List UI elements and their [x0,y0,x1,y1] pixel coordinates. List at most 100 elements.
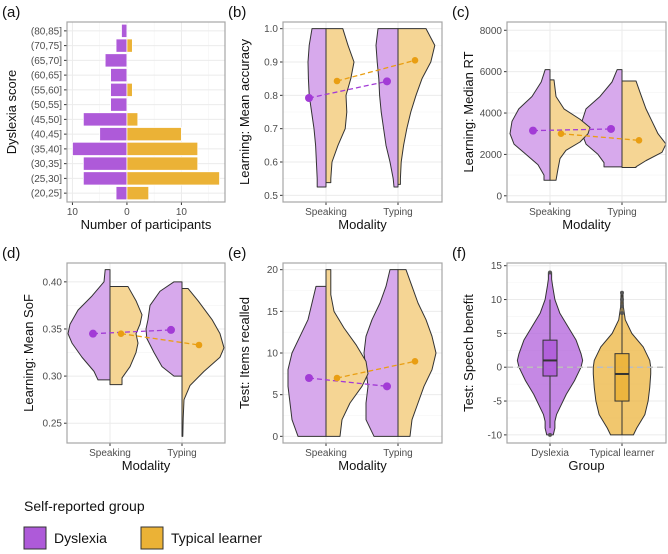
x-tick-label: Speaking [89,448,131,459]
panel-label: (b) [228,4,246,21]
plot-frame [66,262,226,444]
violin-half-dyslexia [375,28,399,188]
violin-half-dyslexia [287,285,327,437]
mean-line-dyslexia [92,329,172,335]
y-tick-label: 0.7 [264,124,278,135]
bar-dyslexia [110,82,128,97]
y-tick-label: (30,35] [31,159,62,170]
outlier-point [548,270,552,275]
x-axis-title: Modality [122,458,171,473]
y-tick-label: 1.0 [264,24,278,35]
violins [67,269,225,437]
x-tick-label: Speaking [529,207,571,218]
bar-typical [126,127,182,142]
violins [307,28,436,188]
x-tick-label: Typing [383,207,412,218]
panel-c: (c) 0 2000 4000 6000 8000 Speaking TypingModali… [452,4,667,232]
bar-dyslexia [121,23,128,38]
x-axis-title: Number of participants [81,217,212,232]
y-tick-label: (50,55] [31,100,62,111]
y-tick-label: 0 [496,363,502,374]
mean-point-dyslexia [167,325,175,334]
plot-frame [66,21,226,203]
bar-dyslexia [115,38,128,53]
outlier-point [620,304,624,309]
bar-typical [126,186,150,201]
y-tick-label: (65,70] [31,56,62,67]
y-axis-title: Dyslexia score [4,70,19,155]
x-tick-label: Dyslexia [531,448,569,459]
violin-half-dyslexia [145,281,183,377]
violin-half-dyslexia [509,69,551,181]
mean-point-typical [635,137,643,144]
y-tick-label: 0.8 [264,91,278,102]
mean-point-dyslexia [305,374,313,382]
panel-label: (a) [2,4,20,21]
mean-line-dyslexia [308,377,388,387]
y-tick-label: 0.5 [264,191,278,202]
mean-point-dyslexia [305,94,313,102]
violin-half-dyslexia [307,28,327,188]
mean-point-typical [195,341,203,349]
legend-key-dyslexia [23,526,47,550]
y-axis-title: Test: Items recalled [237,297,252,409]
y-tick-label: 10 [491,295,503,306]
bar-dyslexia [99,127,128,142]
violin-half-typical [397,28,436,185]
y-tick-label: (20,25] [31,189,62,200]
bar-dyslexia [104,53,128,68]
legend-title: Self-reported group [24,498,145,514]
panel-d: (d) 0.25 0.30 0.35 0.40 Speaking TypingModalit… [2,245,226,473]
panel-b: (b) 0.5 0.6 0.7 0.8 0.9 1.0 Speaking TypingModal… [228,4,443,232]
legend-label-typical: Typical learner [171,530,262,546]
mean-point-dyslexia [529,126,537,135]
bar-dyslexia [110,68,128,83]
y-tick-label: 15 [267,307,279,318]
means [529,124,643,144]
y-tick-label: -5 [493,397,502,408]
violin-half-typical [549,79,591,181]
plot-frame [506,262,667,444]
bars [72,23,220,201]
x-tick-label: Typical learner [589,448,655,459]
y-tick-label: (35,40] [31,144,62,155]
y-tick-label: (55,60] [31,85,62,96]
violin-half-dyslexia [67,269,111,381]
mean-line-typical [560,133,640,141]
boxplots [542,270,630,437]
plot-frame [282,262,443,444]
x-tick-label: 10 [176,207,188,218]
y-tick-label: 8000 [480,26,503,37]
y-tick-label: 20 [267,265,279,276]
y-axis-title: Learning: Mean SoF [21,294,36,412]
y-tick-label: 15 [491,261,503,272]
violin-half-typical [325,28,355,184]
y-tick-label: 0.30 [43,372,63,383]
plot-frame [506,21,667,203]
x-tick-label: 10 [67,207,79,218]
outlier-point [548,432,552,437]
violin-half-typical [181,287,225,437]
mean-point-typical [117,330,125,337]
y-tick-label: 2000 [480,150,503,161]
x-axis-title: Modality [338,458,387,473]
box [614,353,630,402]
means [305,57,419,102]
legend-label-dyslexia: Dyslexia [54,530,107,546]
mean-point-dyslexia [383,77,391,86]
mean-point-typical [411,358,419,365]
x-tick-label: Typing [607,207,636,218]
y-tick-label: 5 [272,390,278,401]
x-tick-label: Typing [383,448,412,459]
bar-typical [126,82,133,97]
x-axis-title: Modality [562,217,611,232]
bar-dyslexia [82,171,128,186]
y-axis-title: Learning: Mean accuracy [237,39,252,185]
y-tick-label: (60,65] [31,71,62,82]
bar-typical [126,156,199,171]
y-tick-label: (45,50] [31,115,62,126]
box [542,339,558,377]
outlier-point [620,297,624,302]
